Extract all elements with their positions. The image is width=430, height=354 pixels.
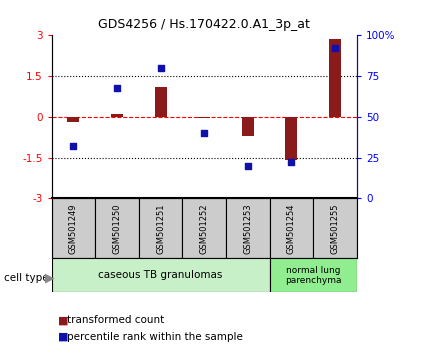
Bar — [286, 117, 298, 160]
Bar — [111, 114, 123, 117]
Bar — [68, 117, 80, 122]
Text: GSM501252: GSM501252 — [200, 203, 209, 253]
Text: GSM501253: GSM501253 — [243, 203, 252, 254]
Point — [288, 160, 295, 165]
Text: ■: ■ — [58, 315, 68, 325]
Bar — [95, 198, 139, 258]
Bar — [329, 40, 341, 117]
Text: GSM501255: GSM501255 — [331, 203, 340, 253]
Point — [157, 65, 164, 71]
Text: caseous TB granulomas: caseous TB granulomas — [98, 270, 223, 280]
Point — [332, 46, 338, 51]
Bar — [139, 198, 182, 258]
Bar — [52, 258, 270, 292]
Bar — [226, 198, 270, 258]
Text: GSM501251: GSM501251 — [156, 203, 165, 253]
Point — [244, 163, 251, 169]
Bar — [52, 198, 95, 258]
Text: GSM501249: GSM501249 — [69, 203, 78, 253]
Bar — [182, 198, 226, 258]
Point — [114, 85, 120, 90]
Bar — [313, 198, 357, 258]
Bar — [198, 117, 210, 118]
Text: GSM501250: GSM501250 — [113, 203, 122, 253]
Text: GSM501254: GSM501254 — [287, 203, 296, 253]
Bar — [242, 117, 254, 136]
Bar — [270, 198, 313, 258]
Text: percentile rank within the sample: percentile rank within the sample — [67, 332, 243, 342]
Text: cell type: cell type — [4, 273, 49, 283]
Point — [70, 143, 77, 149]
Text: transformed count: transformed count — [67, 315, 164, 325]
Text: ■: ■ — [58, 332, 68, 342]
Text: ▶: ▶ — [45, 272, 55, 284]
Bar — [270, 258, 357, 292]
Text: normal lung
parenchyma: normal lung parenchyma — [285, 266, 341, 285]
Bar — [155, 87, 167, 117]
Title: GDS4256 / Hs.170422.0.A1_3p_at: GDS4256 / Hs.170422.0.A1_3p_at — [98, 18, 310, 32]
Point — [201, 130, 208, 136]
